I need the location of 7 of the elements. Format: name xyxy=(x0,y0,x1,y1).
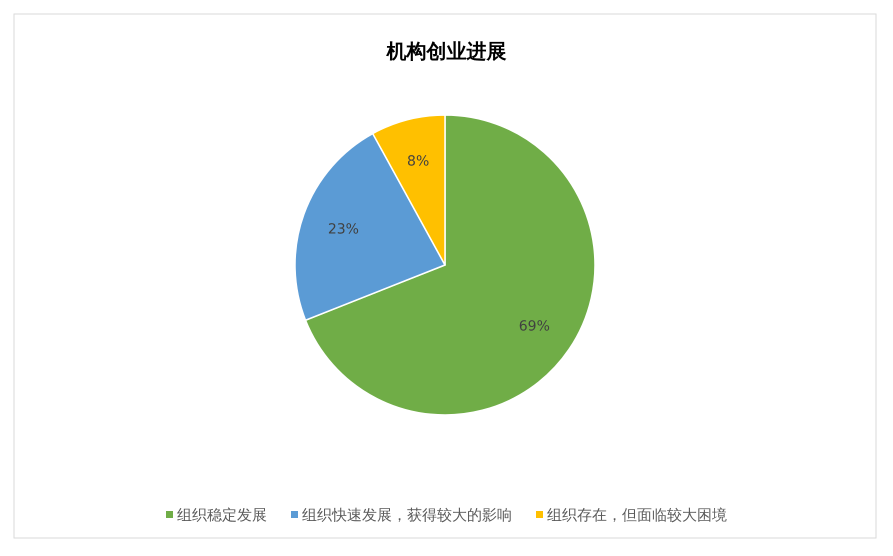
data-label: 8% xyxy=(407,153,430,170)
data-label: 23% xyxy=(328,221,359,238)
legend-label: 组织快速发展，获得较大的影响 xyxy=(302,506,512,524)
chart-title: 机构创业进展 xyxy=(386,39,506,63)
legend-label: 组织稳定发展 xyxy=(177,506,267,524)
data-label: 69% xyxy=(518,318,550,335)
legend-label: 组织存在，但面临较大困境 xyxy=(547,506,727,524)
